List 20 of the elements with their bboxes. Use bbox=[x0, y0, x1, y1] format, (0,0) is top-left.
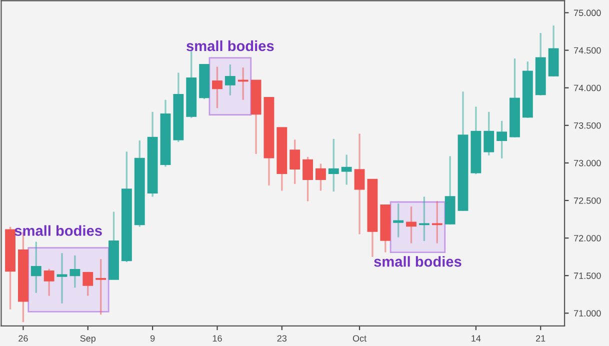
x-tick-label: Oct bbox=[352, 335, 366, 342]
x-tick-label: 21 bbox=[536, 335, 546, 342]
y-tick-label: 74.000 bbox=[574, 84, 601, 92]
y-tick-label: 74.500 bbox=[574, 47, 601, 54]
y-tick-label: 71.500 bbox=[574, 272, 601, 279]
y-tick-label: 73.500 bbox=[574, 122, 601, 129]
x-tick-label: 23 bbox=[277, 335, 287, 342]
y-tick-label: 71.000 bbox=[574, 310, 601, 317]
x-tick-label: Sep bbox=[80, 335, 96, 344]
annotation: small bodies bbox=[14, 225, 102, 236]
annotation: small bodies bbox=[186, 40, 274, 52]
annotation: small bodies bbox=[374, 256, 462, 267]
x-tick-label: 9 bbox=[150, 335, 155, 342]
x-tick-label: 16 bbox=[212, 335, 222, 342]
x-tick-label: 26 bbox=[18, 335, 28, 342]
y-tick-label: 72.500 bbox=[574, 197, 601, 204]
y-tick-label: 72.000 bbox=[574, 235, 601, 242]
y-tick-label: 73.000 bbox=[574, 160, 601, 166]
x-tick-label: 14 bbox=[472, 335, 481, 342]
y-tick-label: 75.000 bbox=[574, 10, 601, 16]
